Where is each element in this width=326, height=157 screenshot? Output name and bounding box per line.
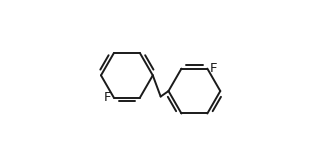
- Text: F: F: [210, 62, 217, 75]
- Text: F: F: [104, 91, 111, 104]
